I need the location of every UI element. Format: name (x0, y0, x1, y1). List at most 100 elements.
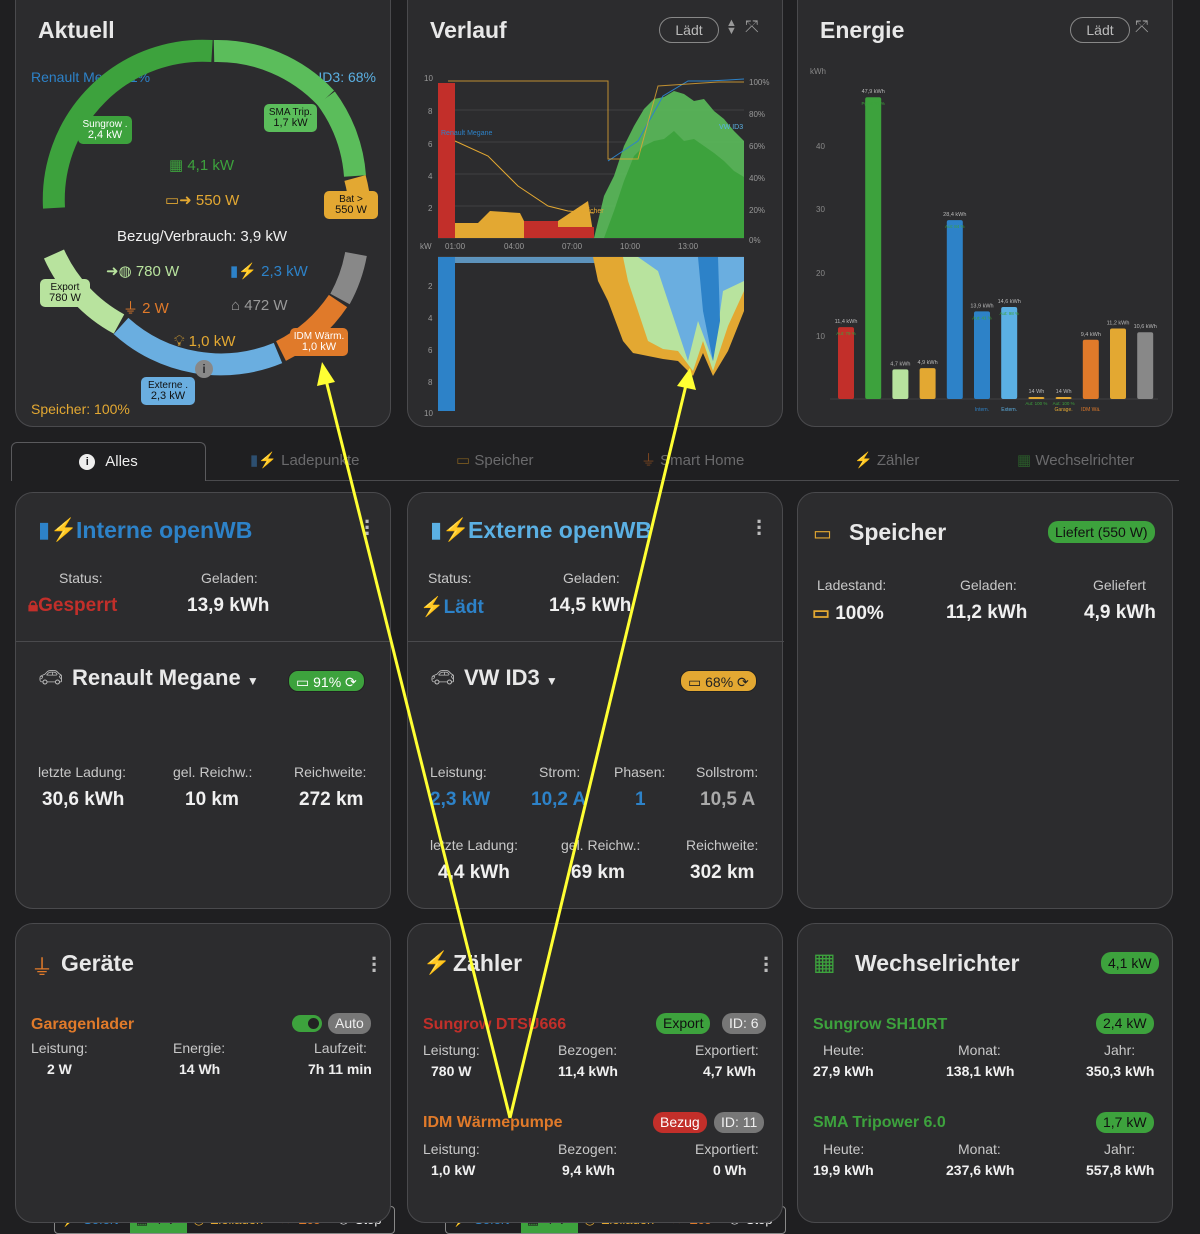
soc-badge[interactable]: ▭ 68% ⟳ (680, 670, 757, 692)
energy-bar (946, 220, 963, 399)
meter2-power-value: 1,0 kW (431, 1162, 476, 1178)
target-current-value: 10,5 A (700, 789, 756, 810)
car-icon: 🚗︎ (430, 667, 456, 689)
devices-row: ⏚ 2 W (123, 300, 169, 317)
svg-text:8: 8 (428, 107, 433, 116)
expand-icon[interactable]: ⤧ (1135, 17, 1149, 36)
energy-bar-value: 13,9 kWh (970, 303, 993, 309)
geladen-value: 13,9 kWh (187, 595, 270, 616)
status-label: Status: (428, 570, 472, 586)
device-toggle[interactable] (292, 1015, 322, 1032)
zaehler-title: Zähler (453, 950, 523, 976)
energy-bar-value: 28,4 kWh (943, 212, 966, 218)
battery-arrow-icon: ▭➜ (165, 192, 196, 209)
speicher-card: ▭ Speicher Liefert (550 W) Ladestand: Ge… (797, 492, 1173, 909)
more-menu-icon[interactable]: · · · (364, 509, 372, 546)
info-icon[interactable]: i (195, 360, 213, 378)
sort-icon[interactable]: ▲ ▼ (726, 17, 737, 37)
range-label: Reichweite: (686, 837, 759, 853)
more-menu-icon[interactable]: · · · (371, 946, 379, 983)
arc-label-sma: SMA Trip. 1,7 kW (264, 104, 317, 132)
tab-smart-home[interactable]: ⏚ Smart Home (641, 452, 745, 469)
meter1-imported-value: 11,4 kWh (558, 1063, 618, 1079)
energie-status-button[interactable]: Lädt (1070, 17, 1130, 43)
svg-text:07:00: 07:00 (562, 242, 583, 251)
svg-text:VW ID3: VW ID3 (719, 124, 743, 131)
svg-text:10:00: 10:00 (620, 242, 641, 251)
heat-row: 💡︎ 1,0 kW (174, 333, 236, 350)
svg-text:Renault Megane: Renault Megane (441, 130, 492, 137)
battery-row: ▭➜ 550 W (165, 192, 240, 209)
energy-bar (1110, 328, 1126, 399)
total-power-badge: 4,1 kW (1101, 952, 1159, 974)
meter1-imported-label: Bezogen: (558, 1042, 618, 1058)
battery-full-icon: ▭ (812, 603, 836, 624)
charging-station-icon: ▮⚡ (250, 452, 282, 469)
inverter2-today-label: Heute: (823, 1141, 865, 1157)
arc-label-bat: Bat >550 W (324, 191, 378, 219)
history-chart: 10 8 6 4 2 100% 80% 60% 40% 20% 0% 01:00… (420, 74, 769, 418)
arc-label-idm: IDM Wärm. 1,0 kW (290, 328, 348, 356)
soc-label: Ladestand: (817, 577, 887, 593)
energy-bar-value: 10,6 kWh (1134, 324, 1157, 330)
tab-wechselrichter[interactable]: ▦ Wechselrichter (1017, 452, 1135, 469)
more-menu-icon[interactable]: · · · (756, 509, 764, 546)
inverter1-today-label: Heute: (823, 1042, 865, 1058)
energy-bar-sublabel: Aut: 41 % (972, 315, 992, 320)
energy-bar-sublabel: Aut: 100 % (1025, 401, 1047, 406)
energy-bar (892, 369, 909, 399)
svg-text:6: 6 (428, 140, 433, 149)
delivered-value: 4,9 kWh (1084, 602, 1156, 623)
interne-title: Interne openWB (76, 517, 253, 543)
inverter1-today-value: 27,9 kWh (813, 1063, 874, 1079)
energy-bar (838, 327, 854, 399)
svg-text:2: 2 (428, 282, 433, 291)
lock-icon: 🔒︎ (28, 595, 39, 616)
power-value: 2 W (47, 1061, 72, 1077)
power-value: 2,3 kW (430, 789, 491, 810)
tab-ladepunkte[interactable]: ▮⚡ Ladepunkte (250, 452, 360, 469)
meter1-exported-label: Exportiert: (695, 1042, 759, 1058)
externe-title: Externe openWB (468, 517, 653, 543)
status-label: Status: (59, 570, 103, 586)
verlauf-status-button[interactable]: Lädt (659, 17, 719, 43)
meter2-id-badge: ID: 11 (714, 1112, 765, 1133)
last-charge-label: letzte Ladung: (38, 764, 126, 780)
car-select[interactable]: Renault Megane ▼ (72, 665, 259, 690)
aktuell-card: Aktuell Renault Meg.: 91% VW ID3: 68% Su… (15, 0, 391, 427)
svg-text:8: 8 (428, 378, 433, 387)
inverter2-year-value: 557,8 kWh (1086, 1162, 1155, 1178)
inverter1-year-value: 350,3 kWh (1086, 1063, 1155, 1079)
inverter2-name: SMA Tripower 6.0 (813, 1114, 946, 1131)
svg-text:30: 30 (816, 205, 825, 214)
refresh-icon: ⟳ (737, 674, 749, 690)
plug-icon: ⏚ (31, 955, 54, 980)
inverter1-name: Sungrow SH10RT (813, 1016, 948, 1033)
tab-alles[interactable]: i Alles (11, 442, 206, 481)
energy-label: Energie: (173, 1040, 226, 1056)
last-charge-value: 4,4 kWh (438, 862, 510, 883)
refresh-icon: ⟳ (345, 674, 357, 690)
charging-station-icon: ▮⚡ (38, 517, 78, 542)
tab-speicher[interactable]: ▭ Speicher (456, 452, 534, 469)
expand-icon[interactable]: ⤧ (745, 17, 759, 36)
soc-badge[interactable]: ▭ 91% ⟳ (288, 670, 365, 692)
svg-text:10: 10 (424, 74, 433, 83)
target-current-label: Sollstrom: (696, 764, 759, 780)
tab-zaehler[interactable]: ⚡ Zähler (854, 452, 920, 469)
charging-station-icon: ▮⚡ (430, 517, 470, 542)
last-charge-value: 30,6 kWh (42, 789, 125, 810)
speicher-title: Speicher (849, 519, 947, 545)
svg-text:40%: 40% (749, 174, 765, 183)
aktuell-title: Aktuell (38, 17, 115, 43)
soc-value: ▭ 100% (812, 603, 884, 624)
car-select[interactable]: VW ID3 ▼ (464, 665, 558, 690)
energy-bar-value: 11,2 kWh (1107, 320, 1130, 326)
status-value: 🔒︎Gesperrt (28, 595, 118, 616)
arc-label-sungrow: Sungrow . 2,4 kW (78, 116, 132, 144)
svg-text:Speicher: Speicher (576, 208, 604, 215)
storage-soc: Speicher: 100% (31, 401, 130, 417)
bolt-icon: ⚡ (420, 597, 444, 618)
more-menu-icon[interactable]: · · · (763, 946, 771, 983)
svg-text:10: 10 (424, 409, 433, 418)
